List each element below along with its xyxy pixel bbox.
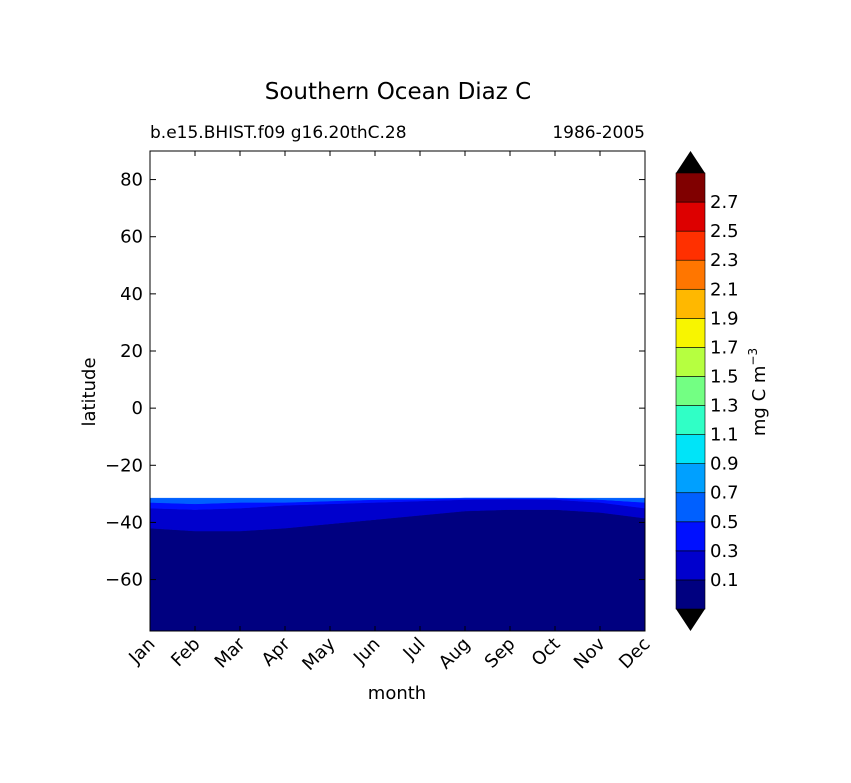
chart-title: Southern Ocean Diaz C: [265, 79, 531, 105]
colorbar-tick-label: 2.7: [710, 192, 739, 213]
chart-subtitle-right: 1986-2005: [552, 123, 645, 143]
colorbar-tick-label: 0.3: [710, 541, 739, 562]
y-tick-label: −60: [105, 570, 143, 591]
x-tick-label: Dec: [615, 634, 654, 673]
x-tick-label: Jan: [124, 634, 159, 669]
y-tick-label: −20: [105, 455, 143, 476]
colorbar-segment: [675, 201, 706, 232]
colorbar-segment: [675, 259, 706, 290]
x-tick-label: Sep: [481, 634, 520, 673]
colorbar-tick-label: 1.5: [710, 366, 739, 387]
x-tick-label: Mar: [211, 633, 250, 672]
colorbar-tick-label: 2.1: [710, 279, 739, 300]
x-axis-label: month: [368, 683, 426, 704]
colorbar-segment: [675, 172, 706, 203]
colorbar-tick-label: 0.1: [710, 570, 739, 591]
x-tick-label: May: [298, 633, 339, 674]
y-tick-label: −40: [105, 512, 143, 533]
colorbar-tick-label: 0.9: [710, 454, 739, 475]
colorbar-tick-label: 2.5: [710, 221, 739, 242]
colorbar-tick-label: 1.3: [710, 396, 739, 417]
x-tick-label: Aug: [435, 634, 475, 674]
colorbar-segment: [675, 405, 706, 435]
colorbar-segment: [675, 288, 706, 319]
colorbar-segment: [675, 376, 706, 406]
colorbar-segment: [675, 463, 706, 494]
colorbar-label-unit: mg C m: [749, 366, 770, 437]
x-tick-label: Jul: [399, 634, 430, 665]
colorbar-segment: [675, 230, 706, 261]
chart-subtitle-left: b.e15.BHIST.f09 g16.20thC.28: [150, 123, 407, 143]
y-tick-label: 40: [120, 284, 143, 305]
colorbar: 0.1 0.3 0.5 0.7 0.9 1.1 1.3 1.5 1.7 1.9 2.1 2.3 2.5 2…: [675, 151, 739, 631]
colorbar-extend-min: [676, 609, 705, 631]
x-tick-label: Nov: [570, 633, 610, 673]
plot-area: [149, 150, 646, 632]
colorbar-segment: [675, 347, 706, 377]
colorbar-segment: [675, 579, 706, 610]
colorbar-tick-label: 0.5: [710, 512, 739, 533]
colorbar-tick-label: 1.1: [710, 425, 739, 446]
y-tick-label: 60: [120, 227, 143, 248]
x-tick-label: Feb: [167, 634, 204, 671]
x-tick-label: Oct: [528, 634, 565, 671]
colorbar-label: mg C m−3: [746, 348, 770, 436]
colorbar-tick-label: 1.7: [710, 337, 739, 358]
colorbar-tick-label: 0.7: [710, 483, 739, 504]
plot-frame: [149, 150, 646, 632]
y-tick-label: 0: [132, 398, 143, 419]
colorbar-segment: [675, 550, 706, 581]
y-axis-label: latitude: [79, 357, 100, 426]
colorbar-extend-max: [676, 151, 705, 173]
y-axis-ticks: −60 −40 −20 0 20 40 60 80: [105, 170, 645, 591]
colorbar-segment: [675, 521, 706, 552]
colorbar-tick-label: 1.9: [710, 308, 739, 329]
colorbar-segment: [675, 318, 706, 348]
x-tick-label: Jun: [349, 634, 384, 669]
colorbar-tick-label: 2.3: [710, 250, 739, 271]
y-tick-label: 20: [120, 341, 143, 362]
y-tick-label: 80: [120, 170, 143, 191]
colorbar-label-exponent: −3: [746, 348, 760, 366]
colorbar-segment: [675, 492, 706, 523]
colorbar-segment: [675, 434, 706, 464]
x-tick-label: Apr: [258, 633, 295, 670]
